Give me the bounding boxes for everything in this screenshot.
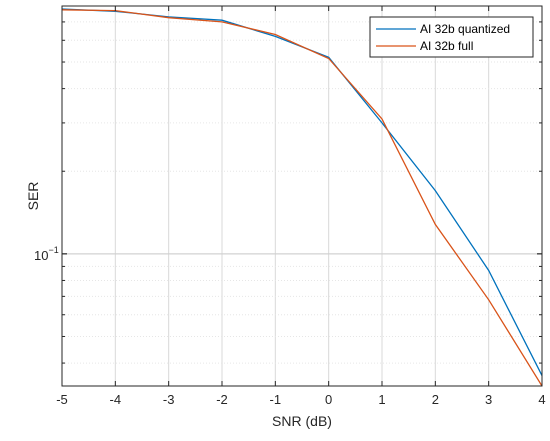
series-line-1	[61, 9, 543, 387]
legend-label-ai-32b-full: AI 32b full	[420, 39, 473, 53]
plot-frame	[61, 5, 543, 387]
y-tick-base: 10	[34, 248, 48, 263]
y-axis-label: SER	[25, 182, 41, 211]
x-tick-label: 0	[325, 392, 332, 407]
legend-label-ai-32b-quantized: AI 32b quantized	[420, 22, 510, 36]
axis-tick-labels: -5 -4 -3 -2 -1 0 1 2 3 4	[56, 392, 545, 407]
x-tick-label: -2	[216, 392, 228, 407]
x-tick-label: -3	[163, 392, 175, 407]
grid-lines	[61, 5, 543, 386]
legend: AI 32b quantized AI 32b full	[369, 16, 534, 58]
x-tick-label: -5	[56, 392, 68, 407]
x-tick-label: 1	[378, 392, 385, 407]
x-tick-label: 3	[485, 392, 492, 407]
y-tick-label-1e-1: 10−1	[34, 245, 59, 263]
axis-ticks	[61, 5, 543, 386]
y-tick-exponent: −1	[48, 245, 58, 255]
legend-box	[369, 16, 534, 58]
x-axis-label: SNR (dB)	[272, 413, 332, 429]
series-lines	[61, 8, 543, 387]
x-tick-label: 2	[432, 392, 439, 407]
series-line-0	[61, 8, 543, 376]
x-tick-label: -4	[110, 392, 122, 407]
x-tick-label: -1	[270, 392, 282, 407]
x-tick-label: 4	[538, 392, 545, 407]
